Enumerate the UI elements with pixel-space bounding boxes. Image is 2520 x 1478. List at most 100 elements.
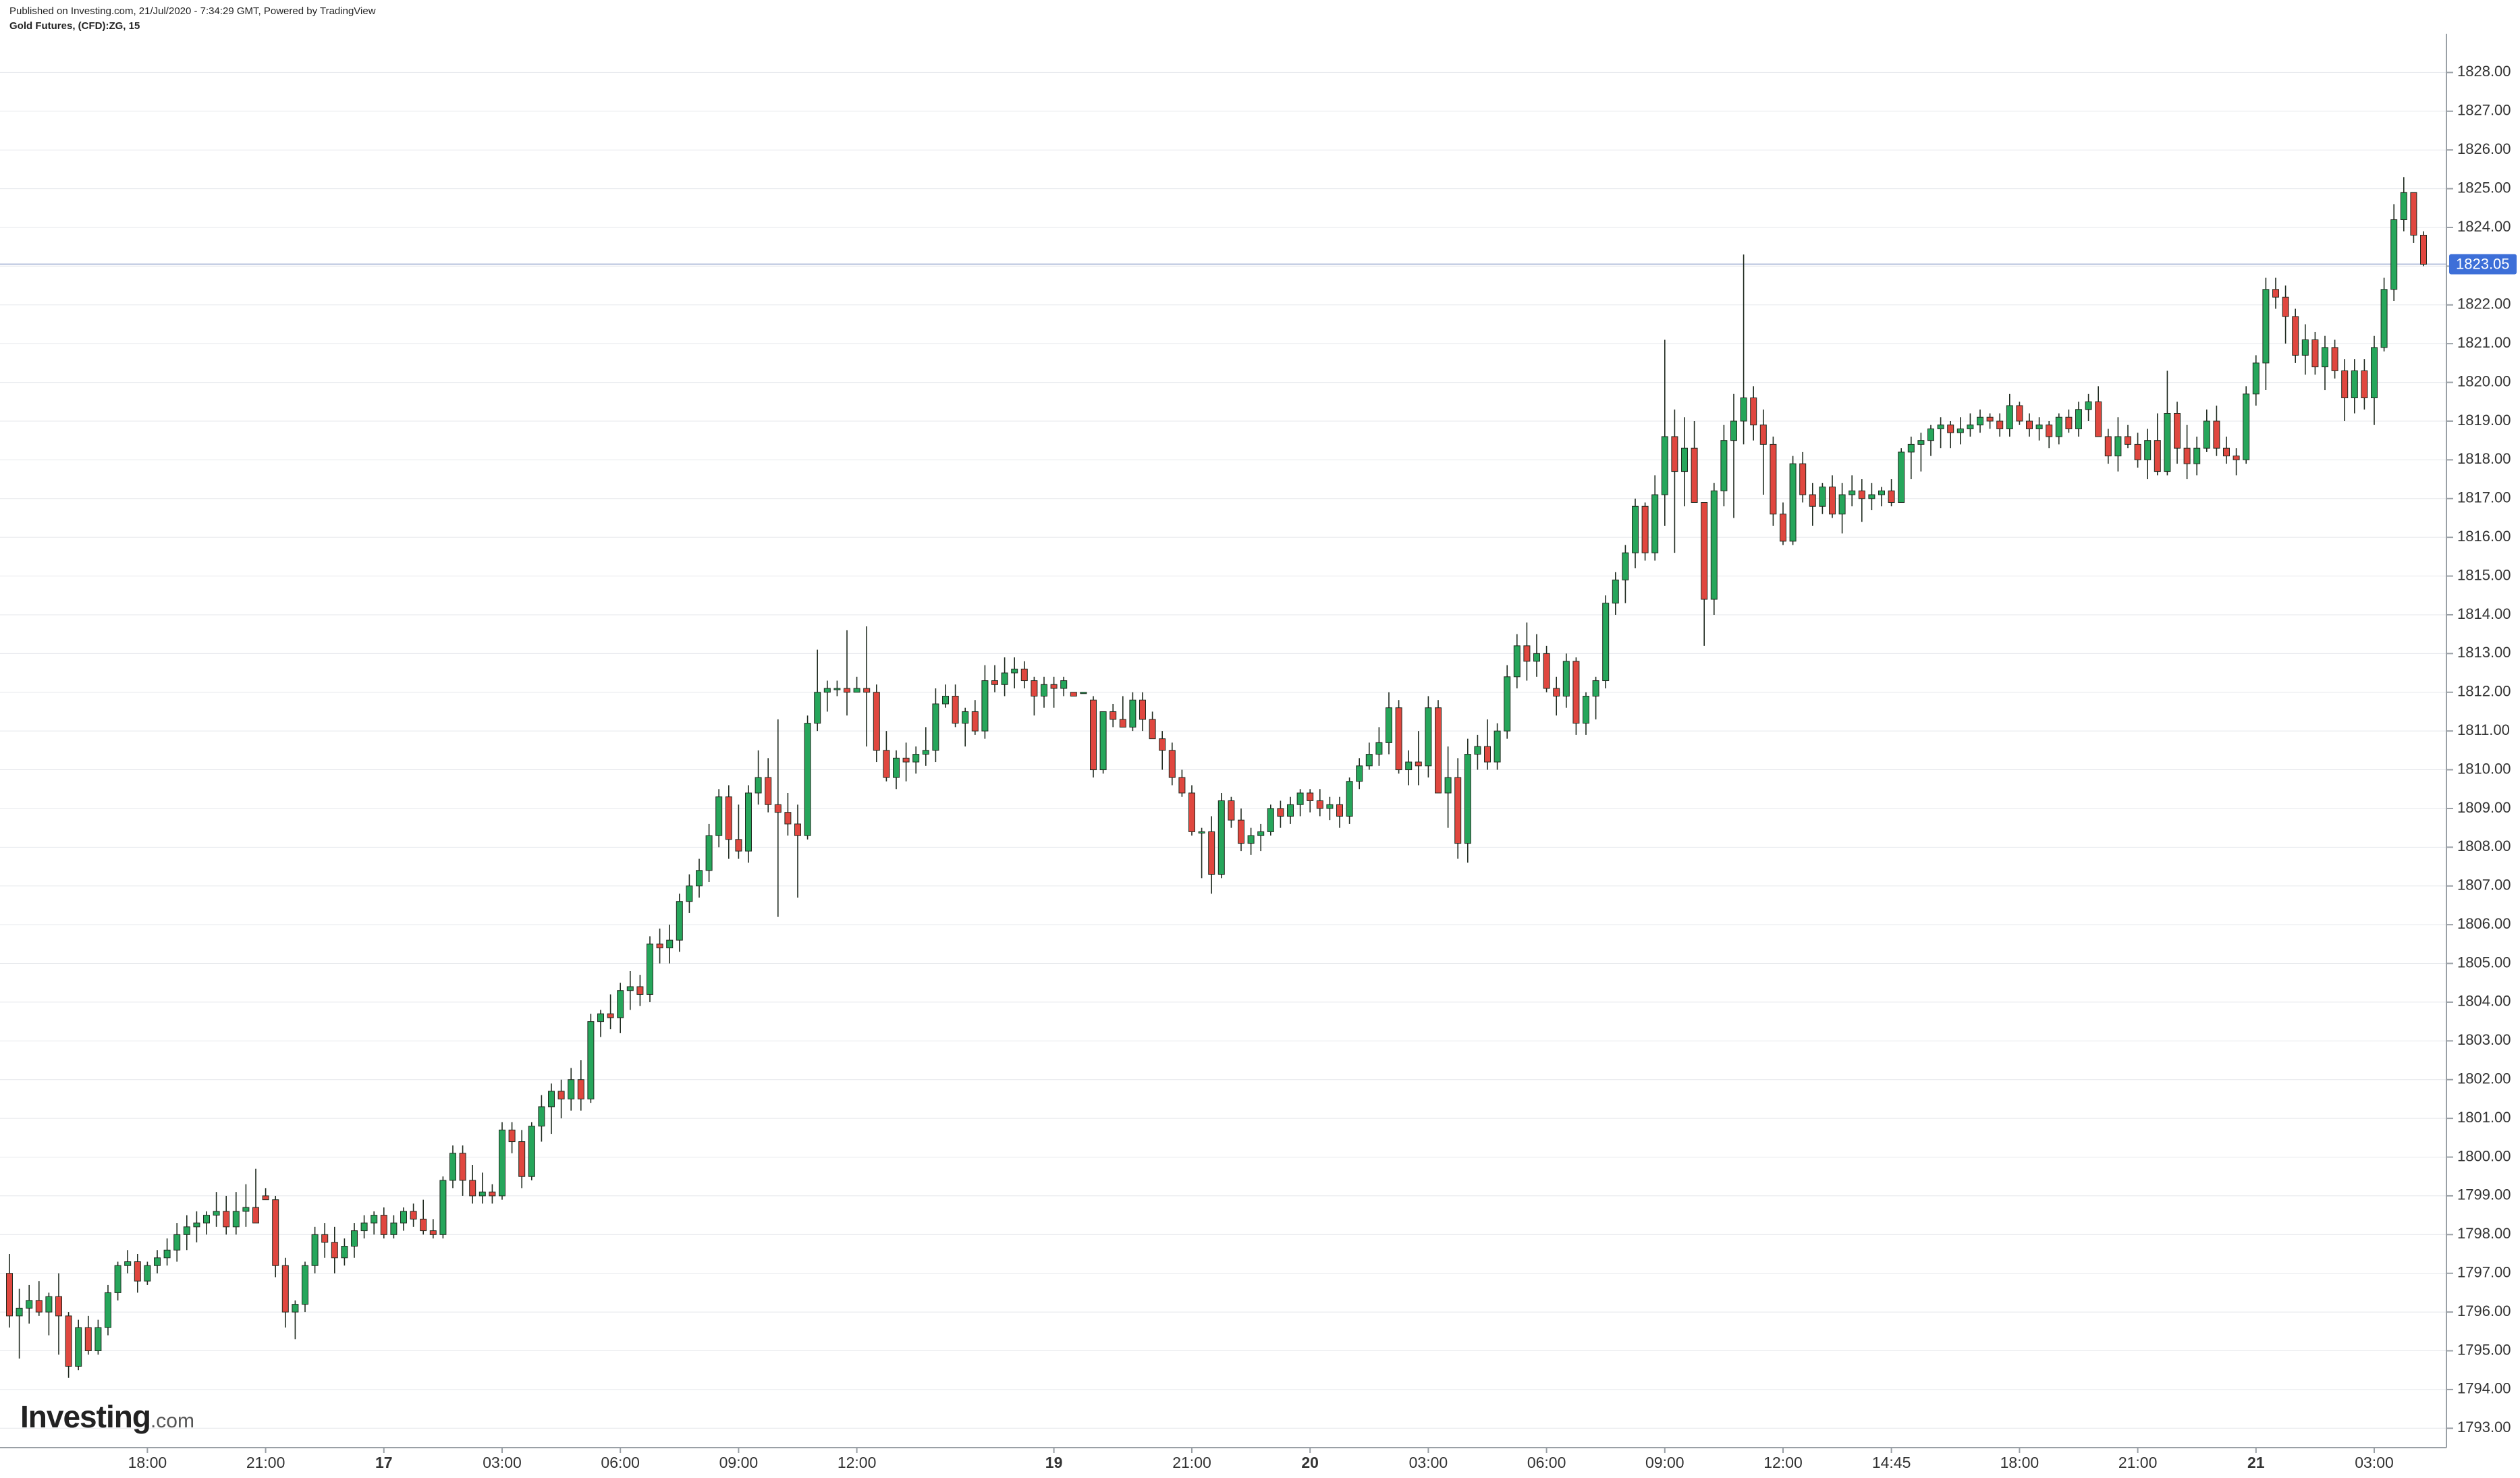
candle	[1513, 634, 1521, 689]
candle-body-down	[1159, 738, 1166, 751]
candle-body-up	[1247, 835, 1255, 844]
candle	[1967, 413, 1974, 437]
candle	[2233, 448, 2240, 476]
candle-body-up	[1405, 761, 1413, 771]
candle	[1316, 789, 1323, 817]
candle	[538, 1095, 545, 1142]
price-tick-label: 1796.00	[2457, 1303, 2511, 1319]
candle-body-down	[6, 1273, 13, 1317]
candle	[420, 1199, 427, 1235]
candle-body-up	[213, 1211, 220, 1216]
candle	[1336, 796, 1343, 828]
time-tick-label: 09:00	[1645, 1454, 1684, 1471]
candle-body-up	[1474, 746, 1481, 755]
candle-body-up	[942, 695, 949, 705]
candle-body-up	[676, 901, 683, 941]
candle	[2301, 324, 2309, 375]
candle	[962, 707, 969, 747]
candle-body-up	[1927, 428, 1934, 441]
candle	[154, 1250, 161, 1274]
candle	[1307, 789, 1314, 813]
candle	[35, 1281, 43, 1316]
candle	[1868, 483, 1875, 510]
time-tick-label: 18:00	[128, 1454, 167, 1471]
candle	[991, 665, 998, 692]
candle	[55, 1273, 62, 1355]
candle-body-up	[1898, 451, 1905, 503]
time-tick-label: 06:00	[1527, 1454, 1566, 1471]
candle	[1996, 413, 2004, 437]
candle	[942, 684, 949, 708]
candle	[2213, 406, 2220, 456]
candle	[1267, 804, 1274, 836]
candle-body-up	[292, 1304, 299, 1313]
candle	[794, 804, 801, 898]
candle	[124, 1250, 132, 1274]
candle-body-down	[1947, 425, 1954, 433]
candle-body-up	[449, 1153, 456, 1181]
candle-body-down	[1139, 699, 1146, 720]
candle	[1730, 393, 1737, 518]
last-price-tag: 1823.05	[2449, 254, 2517, 275]
candle-body-up	[1562, 661, 1570, 696]
candle	[1829, 475, 1836, 518]
candle-body-up	[1622, 552, 1629, 580]
candle	[666, 925, 674, 964]
candle	[853, 676, 860, 693]
candle	[1848, 475, 1856, 507]
candle	[2075, 402, 2082, 437]
candle-body-up	[2380, 289, 2388, 348]
published-note: Published on Investing.com, 21/Jul/2020 …	[9, 5, 376, 17]
candle-body-up	[144, 1265, 151, 1282]
price-tick-label: 1810.00	[2457, 760, 2511, 777]
candle-body-down	[331, 1242, 338, 1259]
candle	[548, 1083, 555, 1134]
candle-body-down	[577, 1079, 584, 1099]
candle	[163, 1238, 171, 1266]
candle	[1365, 742, 1373, 770]
time-tick-label: 12:00	[838, 1454, 877, 1471]
candle-body-up	[1602, 603, 1610, 682]
candle	[1159, 731, 1166, 770]
candle	[2125, 425, 2131, 449]
time-axis: 18:00 21:00 17 03:00 06:00 09:00 12:00 19 21:00 2…	[128, 1448, 2394, 1471]
candle-body-down	[765, 777, 772, 805]
candle-body-up	[715, 796, 723, 836]
price-tick-label: 1800.00	[2457, 1147, 2511, 1164]
candle	[390, 1215, 398, 1239]
candle-body-down	[725, 796, 732, 840]
candle	[1129, 692, 1136, 732]
candle-body-up	[804, 723, 811, 836]
candle-body-up	[2351, 370, 2358, 399]
candle	[1464, 738, 1471, 863]
time-tick-label: 17	[375, 1454, 393, 1471]
candle	[1838, 483, 1846, 534]
candle-body-down	[902, 757, 910, 763]
candle-body-up	[2252, 362, 2259, 395]
price-tick-label: 1813.00	[2457, 644, 2511, 661]
candle-body-up	[538, 1106, 545, 1127]
time-tick-label: 21:00	[246, 1454, 285, 1471]
candle-body-up	[823, 688, 831, 693]
price-tick-label: 1808.00	[2457, 838, 2511, 854]
candle-body-up	[2164, 412, 2171, 472]
candle	[1632, 498, 1639, 569]
candle	[2262, 277, 2270, 391]
candle	[1799, 451, 1807, 503]
candle	[1612, 572, 1619, 615]
candle-body-up	[755, 777, 762, 794]
candle	[2144, 429, 2152, 480]
candle-body-down	[844, 688, 850, 693]
chart-grid	[0, 72, 2446, 1429]
candle	[2341, 359, 2349, 421]
candle	[1257, 823, 1265, 852]
candle-body-up	[1217, 800, 1225, 875]
candle-body-up	[1907, 443, 1915, 453]
candle-body-up	[360, 1222, 368, 1232]
candle-body-down	[281, 1265, 289, 1313]
candle-body-up	[203, 1215, 210, 1224]
candle	[823, 680, 831, 712]
candle-body-down	[2046, 425, 2053, 437]
